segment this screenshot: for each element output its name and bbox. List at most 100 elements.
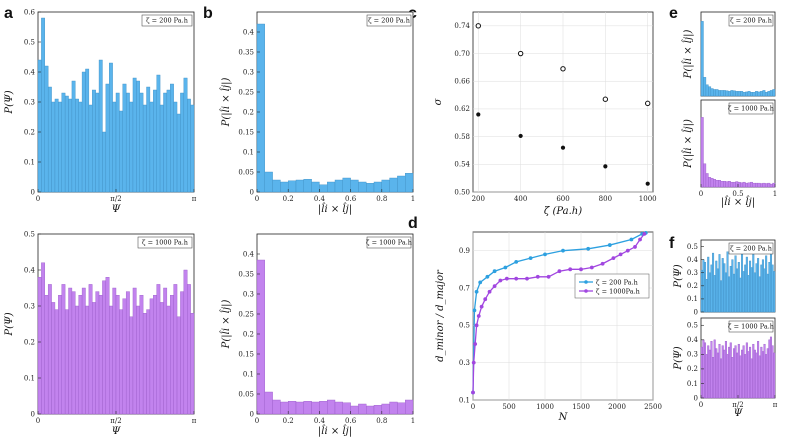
bar: [708, 272, 711, 313]
point-open: [645, 100, 651, 107]
x-tick-label: π/2: [732, 401, 743, 409]
bar: [771, 345, 774, 399]
bar: [183, 269, 188, 415]
bar: [721, 345, 724, 399]
bar: [720, 280, 723, 313]
y-tick-label: 0.5: [24, 38, 35, 46]
x-tick-label: 0: [255, 417, 259, 425]
bar: [176, 113, 181, 193]
bar: [713, 179, 716, 188]
bar: [760, 264, 763, 313]
y-axis-label: P(Ψ): [4, 90, 15, 114]
series-point: [479, 304, 484, 309]
bar: [122, 83, 127, 193]
y-tick-label: 0.4: [243, 250, 255, 258]
bar: [132, 77, 137, 193]
series-point: [546, 274, 551, 279]
bar: [750, 181, 753, 188]
series-point: [514, 259, 519, 264]
x-tick-label: 1: [773, 190, 777, 198]
y-tick-label: 0.4: [24, 266, 36, 274]
series-point: [478, 280, 483, 285]
bar: [762, 90, 766, 97]
x-tick-label: 1: [411, 195, 415, 203]
y-tick-label: 0.66: [454, 78, 470, 86]
y-tick-label: 0.3: [24, 98, 35, 106]
bar: [732, 348, 735, 399]
bar: [760, 91, 763, 97]
bar: [170, 295, 174, 415]
y-tick-label: 0.58: [454, 133, 470, 141]
bar: [180, 291, 185, 415]
point-open: [475, 23, 481, 29]
bar: [389, 177, 398, 193]
series-point: [492, 284, 497, 289]
bar: [735, 181, 739, 188]
bar: [715, 260, 718, 313]
series-point: [471, 390, 475, 395]
bar: [766, 273, 769, 313]
bar: [705, 173, 709, 188]
series-point: [633, 245, 637, 249]
bar: [350, 179, 359, 193]
bar: [163, 92, 168, 193]
bar: [71, 80, 76, 193]
legend-marker: [584, 289, 588, 293]
y-tick-label: 0.2: [243, 330, 254, 338]
x-tick-label: 500: [502, 403, 515, 411]
bar: [129, 316, 134, 415]
bar: [718, 90, 721, 97]
series-point: [600, 261, 605, 266]
y-tick-label: 0.3: [243, 290, 254, 298]
x-tick-label: 0: [471, 403, 475, 411]
bar: [389, 401, 398, 415]
bar: [747, 91, 751, 97]
bar: [741, 349, 744, 399]
series-point: [487, 289, 492, 294]
x-axis-label: Ψ: [112, 204, 122, 215]
bar: [750, 92, 753, 97]
bar: [739, 277, 742, 313]
bar: [280, 181, 289, 193]
series-point: [528, 256, 533, 261]
x-tick-label: 2000: [608, 403, 626, 411]
y-tick-label: 0.15: [238, 128, 254, 136]
x-tick-label: 800: [599, 195, 612, 203]
bar: [136, 80, 140, 193]
bar: [727, 180, 731, 188]
bar: [752, 92, 756, 97]
bar: [730, 90, 734, 97]
point-open: [517, 50, 524, 57]
bar: [758, 276, 761, 313]
hist-e_bottom: 0 0.5 1 ζ = 1000 Pa.h |l̂i × l̂j| P(|l̂i × l̂…: [682, 99, 777, 208]
bar: [708, 86, 712, 97]
series-point: [492, 269, 497, 274]
legend-box: [366, 14, 412, 27]
legend-label: ζ = 1000 Pa.h: [728, 105, 774, 113]
bar: [742, 271, 745, 313]
bar: [723, 180, 726, 188]
legend-box: [137, 236, 193, 249]
y-tick-label: 0.3: [243, 68, 254, 76]
bar: [744, 264, 747, 313]
bar: [109, 62, 113, 193]
bar: [769, 336, 772, 399]
series-point: [498, 278, 503, 283]
bar: [41, 262, 45, 415]
bar: [153, 295, 157, 415]
legend-label: ζ = 1000Pa.h: [596, 287, 640, 295]
bar: [381, 403, 390, 415]
bar: [95, 92, 100, 193]
bar: [358, 181, 367, 193]
bar: [81, 71, 86, 193]
bar: [78, 101, 83, 193]
y-axis-label: P(|l̂i × l̂j|): [220, 78, 232, 128]
bar: [58, 295, 62, 415]
bar: [731, 357, 734, 399]
point-filled: [518, 133, 523, 139]
series-point: [514, 276, 519, 281]
bar: [707, 345, 710, 399]
bar: [180, 92, 185, 193]
bar: [747, 182, 751, 188]
legend-box: [141, 14, 193, 27]
